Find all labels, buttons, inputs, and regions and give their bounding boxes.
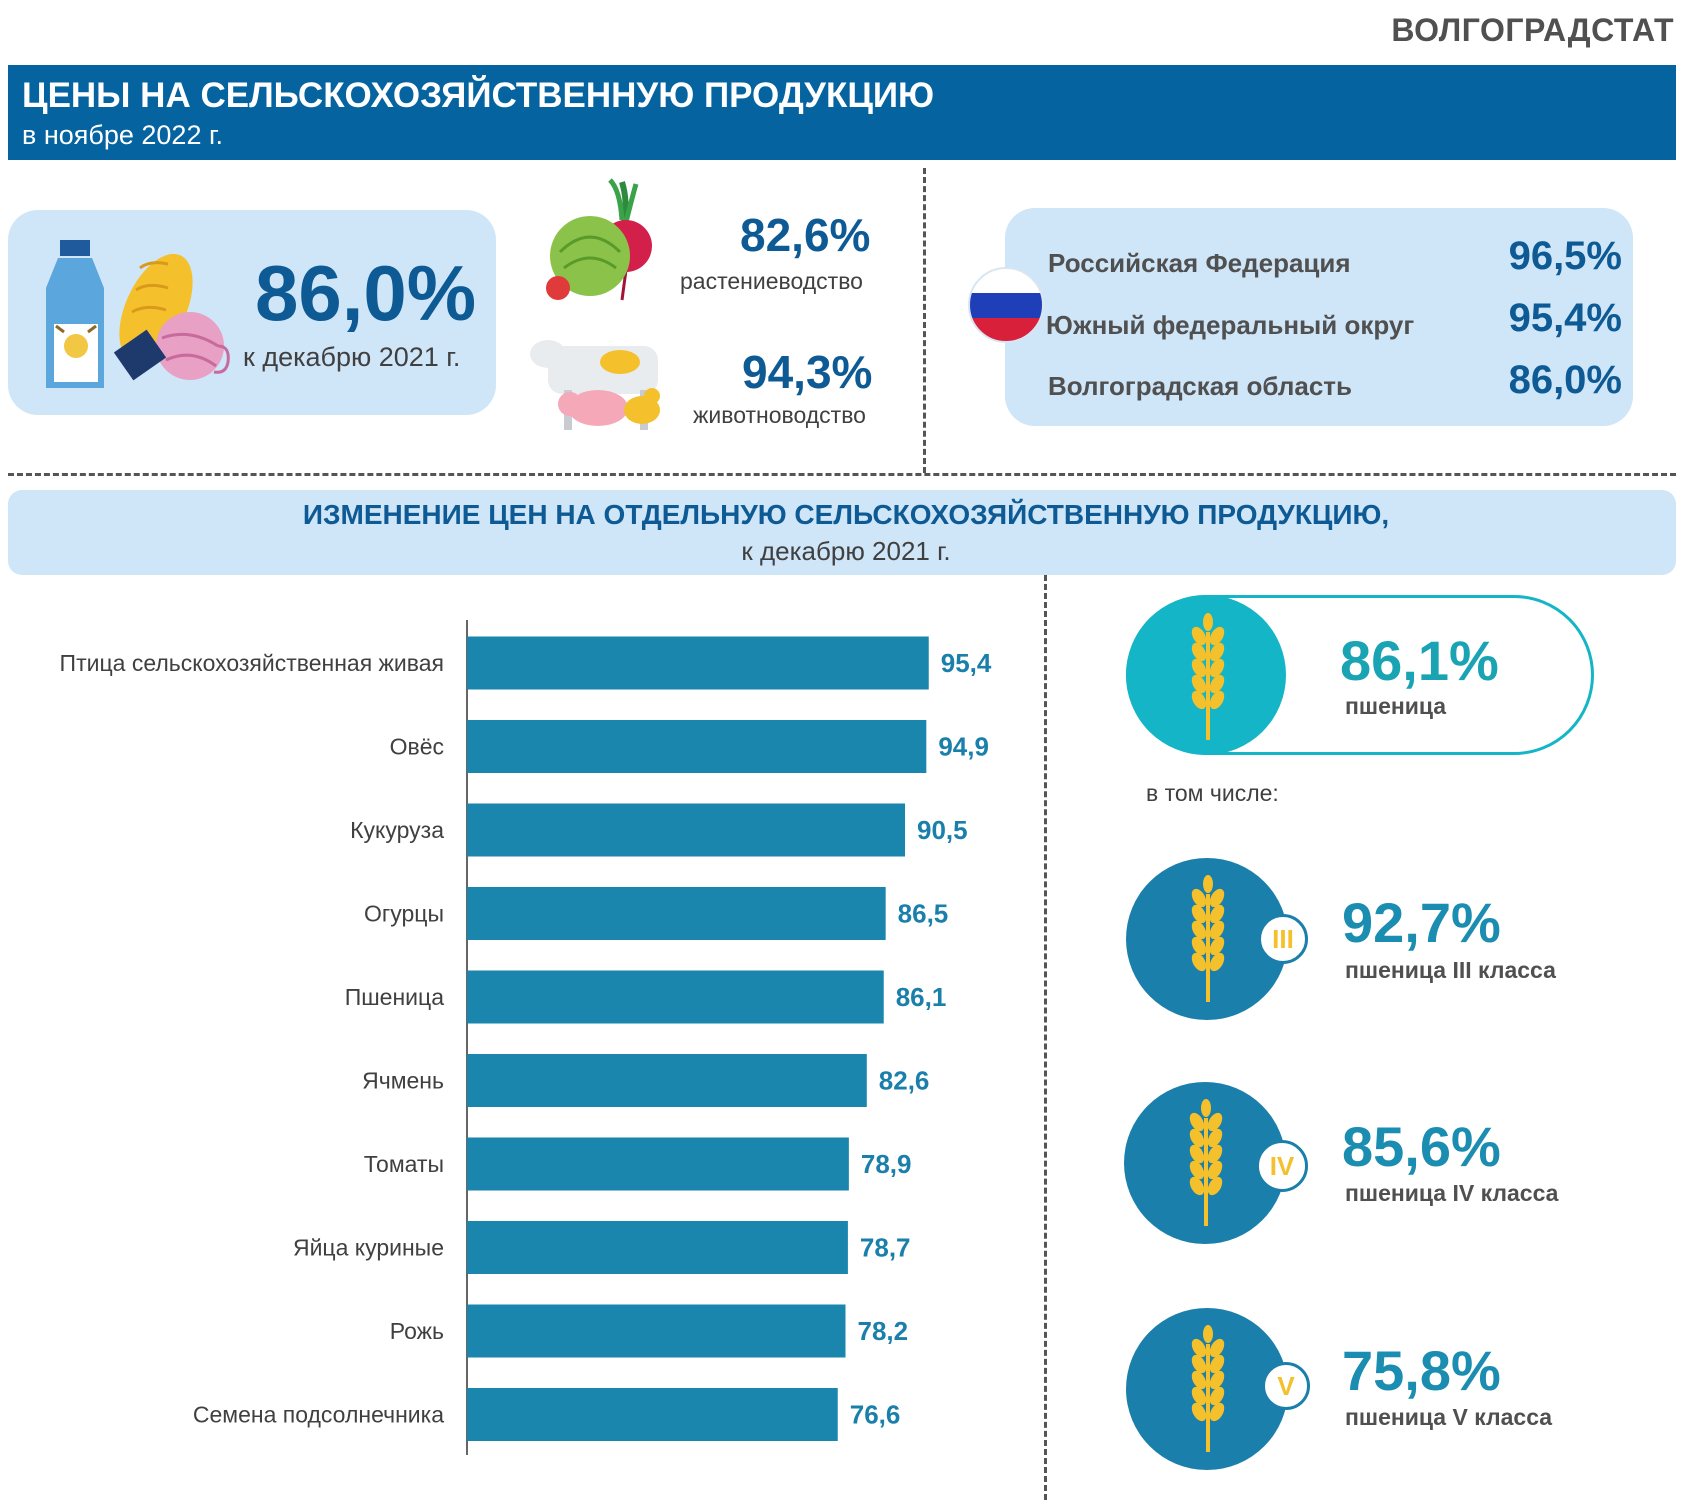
category-label: Огурцы bbox=[364, 901, 444, 927]
wheat-class-v-label: пшеница V класса bbox=[1345, 1404, 1553, 1430]
wheat-class-iv-value: 85,6% bbox=[1342, 1115, 1501, 1178]
section2-subtitle: к декабрю 2021 г. bbox=[741, 536, 951, 566]
region-name-ufo: Южный федеральный округ bbox=[1046, 310, 1415, 340]
bar bbox=[467, 720, 927, 773]
wheat-class-iv-label: пшеница IV класса bbox=[1345, 1180, 1559, 1206]
data-label: 95,4 bbox=[941, 648, 992, 678]
data-label: 86,1 bbox=[896, 982, 947, 1012]
crops-value: 82,6% bbox=[740, 209, 871, 261]
data-label: 78,2 bbox=[857, 1316, 908, 1346]
bar bbox=[467, 1054, 867, 1107]
wheat-icon bbox=[1189, 1099, 1223, 1226]
farm-animals-icon bbox=[530, 340, 660, 430]
divider-horizontal bbox=[8, 473, 1676, 476]
category-label: Овёс bbox=[390, 734, 444, 760]
total-label: к декабрю 2021 г. bbox=[243, 342, 461, 372]
brand-name: ВОЛГОГРАДСТАТ bbox=[1391, 12, 1674, 48]
data-label: 82,6 bbox=[879, 1066, 930, 1096]
data-label: 90,5 bbox=[917, 815, 968, 845]
wheat-class-iii-label: пшеница III класса bbox=[1345, 957, 1556, 983]
bar bbox=[467, 1221, 848, 1274]
bar bbox=[467, 1304, 846, 1358]
bar bbox=[467, 1388, 838, 1441]
bar bbox=[467, 803, 906, 857]
region-name-rf: Российская Федерация bbox=[1048, 248, 1351, 278]
wheat-class-v-value: 75,8% bbox=[1342, 1339, 1501, 1402]
region-value-volgograd: 86,0% bbox=[1508, 358, 1622, 402]
data-label: 78,9 bbox=[861, 1149, 912, 1179]
category-label: Яйца куриные bbox=[293, 1235, 444, 1261]
data-label: 86,5 bbox=[898, 899, 949, 929]
header-bar bbox=[8, 65, 1676, 160]
dairy-bread-wool-icon bbox=[46, 240, 230, 388]
wheat-icon bbox=[1191, 613, 1225, 740]
wheat-class-badge: V bbox=[1262, 1362, 1310, 1410]
region-name-volgograd: Волгоградская область bbox=[1048, 371, 1353, 401]
wheat-class-badge: IV bbox=[1256, 1140, 1308, 1192]
data-label: 94,9 bbox=[938, 732, 989, 762]
including-label: в том числе: bbox=[1146, 780, 1279, 806]
section2-title: ИЗМЕНЕНИЕ ЦЕН НА ОТДЕЛЬНУЮ СЕЛЬСКОХОЗЯЙС… bbox=[302, 499, 1390, 530]
livestock-value: 94,3% bbox=[742, 346, 873, 398]
bar bbox=[467, 970, 884, 1024]
total-value: 86,0% bbox=[255, 249, 477, 337]
bar bbox=[467, 1137, 849, 1191]
divider-vertical-top bbox=[923, 168, 926, 473]
category-label: Семена подсолнечника bbox=[193, 1402, 444, 1428]
wheat-icon bbox=[1191, 875, 1225, 1002]
category-label: Рожь bbox=[390, 1318, 444, 1344]
russia-flag-icon bbox=[968, 267, 1044, 343]
vegetables-icon bbox=[546, 178, 652, 301]
section2-banner bbox=[8, 490, 1676, 575]
category-label: Птица сельскохозяйственная живая bbox=[60, 650, 444, 676]
category-label: Томаты bbox=[364, 1151, 444, 1177]
category-label: Пшеница bbox=[345, 984, 444, 1010]
divider-vertical-bottom bbox=[1044, 575, 1047, 1500]
wheat-main-label: пшеница bbox=[1345, 693, 1447, 719]
data-label: 78,7 bbox=[860, 1233, 911, 1263]
wheat-class-iii-value: 92,7% bbox=[1342, 891, 1501, 954]
region-value-rf: 96,5% bbox=[1508, 234, 1622, 278]
bar bbox=[467, 636, 929, 690]
bar bbox=[467, 887, 886, 940]
wheat-icon bbox=[1191, 1325, 1225, 1452]
page-subtitle: в ноябре 2022 г. bbox=[22, 120, 224, 150]
price-change-bar-chart: Птица сельскохозяйственная живая 95,4 Овёс… bbox=[60, 620, 992, 1455]
crops-label: растениеводство bbox=[680, 268, 863, 294]
wheat-class-badge: III bbox=[1258, 914, 1308, 964]
data-label: 76,6 bbox=[850, 1400, 901, 1430]
wheat-main-value: 86,1% bbox=[1340, 629, 1499, 692]
livestock-label: животноводство bbox=[693, 402, 866, 428]
page-title: ЦЕНЫ НА СЕЛЬСКОХОЗЯЙСТВЕННУЮ ПРОДУКЦИЮ bbox=[22, 76, 935, 115]
region-value-ufo: 95,4% bbox=[1508, 296, 1622, 340]
category-label: Ячмень bbox=[362, 1068, 444, 1094]
regions-card bbox=[1005, 208, 1633, 426]
category-label: Кукуруза bbox=[350, 817, 444, 843]
